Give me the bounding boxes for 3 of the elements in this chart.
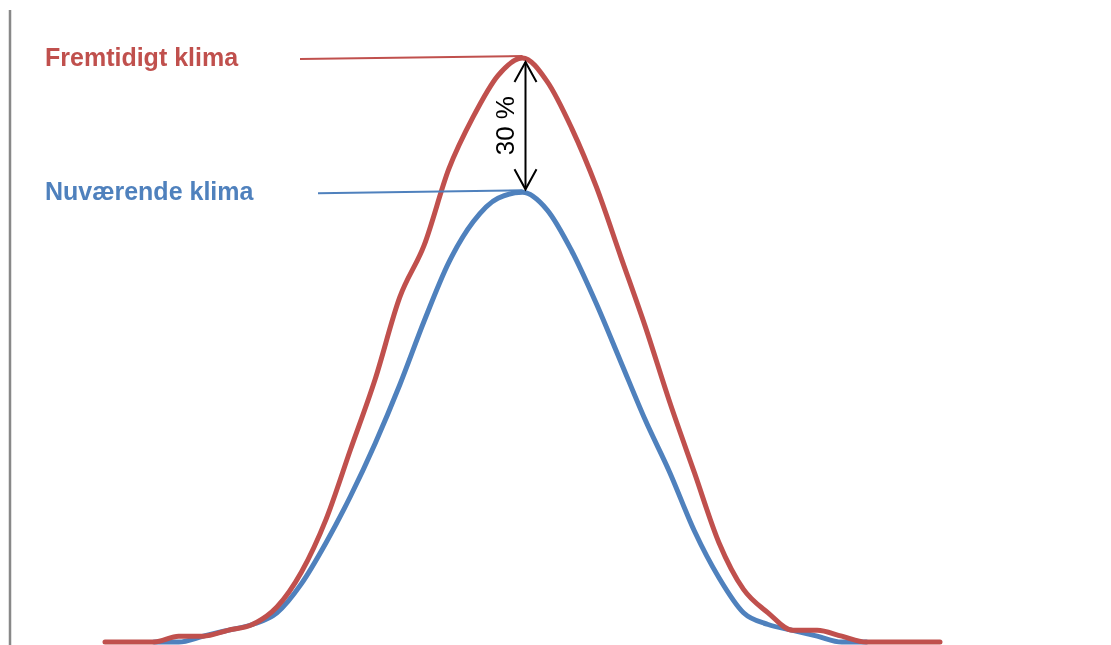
text: Nuværende klima	[45, 177, 255, 206]
annotation: 30 %	[489, 96, 520, 156]
text: Fremtidigt klima	[45, 43, 240, 71]
